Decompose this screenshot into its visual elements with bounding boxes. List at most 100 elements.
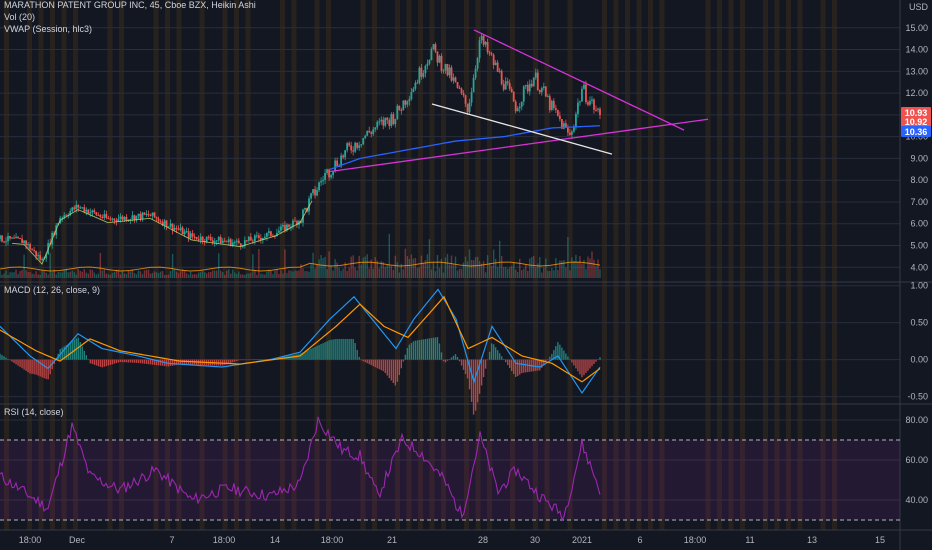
volume-bar — [382, 262, 384, 278]
volume-bar — [129, 271, 132, 278]
macd-histogram-bar — [131, 359, 134, 363]
volume-bar — [93, 272, 96, 278]
macd-histogram-bar — [252, 359, 254, 361]
volume-bar — [458, 268, 461, 278]
volume-bar — [179, 271, 182, 278]
upper-trendline[interactable] — [473, 29, 685, 131]
macd-histogram-bar — [310, 348, 312, 360]
volume-bar — [533, 255, 535, 278]
volume-indicator-label[interactable]: Vol (20) — [4, 12, 36, 22]
rsi-tick-label: 40.00 — [905, 495, 928, 505]
macd-histogram-bar — [589, 359, 591, 369]
time-tick-label: 18:00 — [321, 535, 344, 545]
volume-bar — [408, 259, 411, 278]
volume-bar — [51, 272, 53, 278]
candle-body — [161, 221, 164, 226]
volume-bar — [386, 264, 388, 278]
candle-body — [422, 73, 425, 77]
macd-histogram-bar — [422, 339, 425, 360]
candle-body — [113, 218, 116, 221]
neckline[interactable] — [431, 103, 613, 155]
price-tick-label: 4.00 — [910, 262, 928, 272]
macd-histogram-bar — [583, 359, 585, 376]
candle-body — [181, 227, 184, 235]
volume-bar — [214, 270, 216, 278]
candle-body — [450, 67, 453, 81]
candle-body — [267, 231, 270, 234]
volume-bar — [440, 258, 443, 278]
macd-histogram-bar — [450, 357, 453, 360]
macd-histogram-bar — [324, 342, 326, 360]
volume-bar — [308, 271, 310, 278]
macd-histogram-bar — [318, 344, 320, 360]
candle-body — [536, 72, 539, 91]
candle-body — [524, 85, 527, 87]
candle-body — [105, 214, 108, 218]
macd-histogram-bar — [344, 338, 346, 360]
volume-bar — [272, 274, 274, 278]
volume-bar — [585, 269, 587, 278]
vwap-indicator-label[interactable]: VWAP (Session, hlc3) — [4, 24, 93, 34]
volume-bar — [390, 265, 393, 278]
time-tick-label: 7 — [169, 535, 174, 545]
candle-body — [552, 100, 555, 108]
candle-body — [7, 235, 9, 242]
price-tag-label: 10.92 — [905, 117, 928, 127]
macd-histogram-bar — [125, 359, 128, 363]
candle-body — [494, 62, 497, 66]
candle-body — [585, 84, 587, 103]
macd-histogram-bar — [115, 359, 118, 364]
candle-body — [526, 85, 529, 92]
candle-body — [599, 108, 601, 116]
macd-histogram-bar — [346, 338, 348, 360]
candle-body — [366, 130, 369, 136]
time-tick-label: 6 — [637, 535, 642, 545]
candle-body — [438, 55, 441, 63]
volume-bar — [79, 270, 81, 278]
candle-body — [109, 218, 112, 220]
volume-bar — [418, 267, 421, 278]
volume-bar — [480, 263, 483, 278]
volume-bar — [55, 274, 57, 278]
volume-bar — [240, 274, 242, 278]
volume-bar — [165, 274, 168, 278]
candle-body — [532, 77, 535, 87]
rsi-indicator-label[interactable]: RSI (14, close) — [4, 407, 64, 417]
candle-body — [69, 210, 72, 216]
volume-bar — [462, 262, 465, 278]
volume-bar — [358, 255, 360, 278]
candle-body — [175, 227, 178, 229]
macd-histogram-bar — [159, 359, 162, 366]
candle-body — [99, 215, 102, 217]
candle-body — [187, 231, 190, 238]
candle-body — [201, 236, 204, 241]
macd-histogram-bar — [539, 359, 541, 371]
volume-bar — [304, 271, 306, 278]
candle-body — [346, 143, 349, 151]
volume-bar — [220, 270, 222, 278]
macd-histogram-bar — [19, 359, 21, 367]
macd-histogram-bar — [506, 359, 509, 366]
volume-bar — [476, 256, 479, 278]
volume-bar — [201, 270, 204, 278]
volume-bar — [599, 269, 601, 278]
macd-histogram-bar — [87, 359, 89, 360]
rsi-band-fill — [0, 440, 900, 520]
volume-bar — [519, 258, 521, 278]
time-axis[interactable]: 18:00 Dec 7 18:00 14 18:00 21 28 30 2021 6 18:00 11 1… — [19, 535, 885, 545]
macd-indicator-label[interactable]: MACD (12, 26, close, 9) — [4, 285, 101, 295]
macd-histogram-bar — [581, 359, 583, 378]
volume-bar — [147, 269, 150, 278]
volume-bar — [27, 272, 29, 278]
macd-histogram-bar — [21, 359, 23, 369]
macd-histogram-bar — [67, 343, 69, 360]
candle-body — [390, 114, 393, 126]
volume-bar — [591, 251, 593, 278]
macd-histogram-bar — [83, 350, 85, 360]
candle-body — [388, 119, 391, 126]
candle-body — [512, 91, 515, 102]
macd-histogram-bar — [314, 346, 316, 360]
lower-trendline[interactable] — [329, 118, 709, 173]
volume-bar — [464, 256, 467, 278]
